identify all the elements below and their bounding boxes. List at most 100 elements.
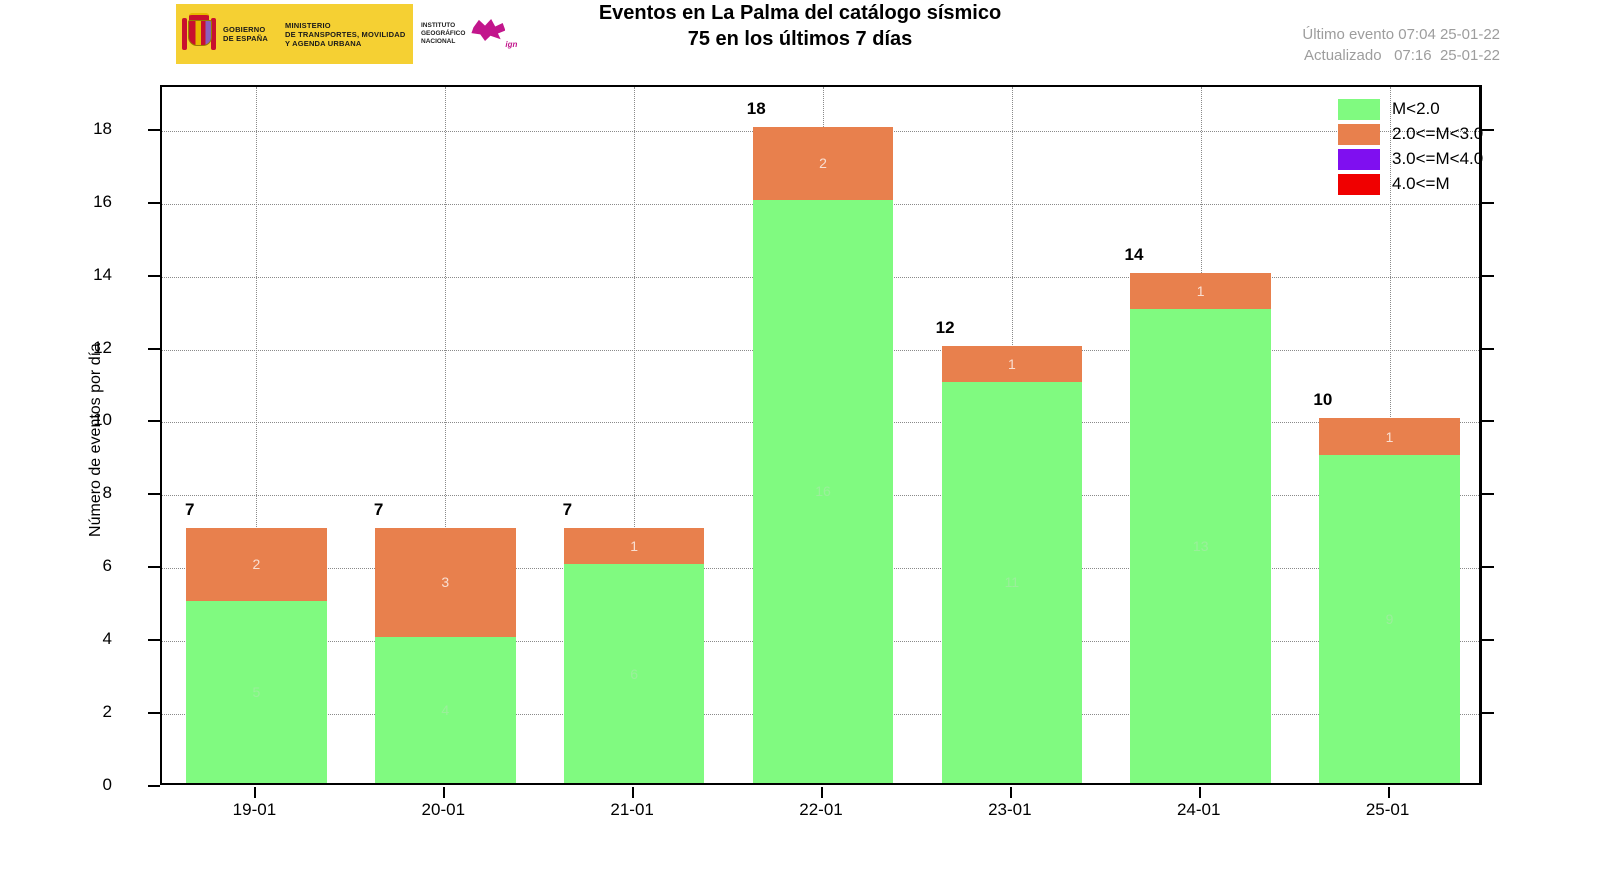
y-axis-tick-label: 12 — [93, 337, 112, 357]
bar-segment-M<2.0[interactable]: 5 — [186, 600, 327, 783]
x-axis-tick — [821, 787, 823, 798]
ministerio-line-1: MINISTERIO — [285, 20, 331, 30]
bar-segment-2.0<=M<3.0[interactable]: 2 — [752, 126, 894, 200]
bar-segment-value: 4 — [441, 702, 450, 719]
ministerio-text: MINISTERIO DE TRANSPORTES, MOVILIDAD Y A… — [285, 21, 405, 48]
timestamp-block: Último evento 07:04 25-01-22 Actualizado… — [1302, 24, 1500, 66]
legend-swatch — [1338, 148, 1380, 170]
bar-total-label: 14 — [1124, 244, 1144, 264]
bar-segment-value: 1 — [1385, 428, 1394, 445]
ign-logo-block: INSTITUTO GEOGRÁFICO NACIONAL ign — [413, 4, 522, 64]
bar-22-01[interactable]: 16 2 — [752, 126, 894, 783]
y-axis-label: Número de eventos por día — [87, 343, 104, 537]
x-axis-tick-label: 22-01 — [799, 800, 843, 819]
bar-segment-2.0<=M<3.0[interactable]: 1 — [941, 345, 1083, 382]
y-axis-tick-right — [1482, 128, 1494, 131]
y-axis-tick-label: 4 — [102, 629, 112, 649]
y-axis-tick — [148, 420, 160, 423]
legend-swatch — [1338, 123, 1380, 145]
y-axis-tick-right — [1482, 566, 1494, 569]
y-axis-tick — [148, 712, 160, 715]
bar-segment-value: 2 — [252, 556, 261, 573]
legend-item-3.0<=M<4.0[interactable]: 3.0<=M<4.0 — [1338, 147, 1588, 171]
legend-label: 3.0<=M<4.0 — [1392, 149, 1484, 168]
bar-segment-M<2.0[interactable]: 11 — [941, 381, 1083, 783]
ign-text: INSTITUTO GEOGRÁFICO NACIONAL — [421, 22, 465, 46]
updated-timestamp: Actualizado 07:16 25-01-22 — [1304, 47, 1500, 64]
x-axis-tick-label: 20-01 — [421, 800, 466, 819]
bar-segment-M<2.0[interactable]: 4 — [374, 637, 516, 783]
spain-coat-of-arms-icon — [182, 12, 216, 56]
x-axis-tick — [632, 787, 635, 798]
y-axis-tick-label: 6 — [102, 556, 112, 576]
bar-segment-value: 1 — [1196, 282, 1205, 299]
y-axis-tick-right — [1482, 639, 1494, 642]
y-axis-tick — [148, 639, 160, 642]
legend-swatch — [1338, 98, 1380, 120]
x-axis-tick — [1198, 787, 1201, 798]
bar-segment-value: 2 — [819, 155, 827, 172]
y-axis-tick-right — [1482, 347, 1494, 350]
legend-item-4.0<=M[interactable]: 4.0<=M — [1338, 172, 1588, 196]
x-axis-tick — [1009, 787, 1012, 798]
ministerio-line-3: Y AGENDA URBANA — [285, 38, 362, 48]
bar-segment-value: 3 — [441, 574, 450, 591]
y-axis-tick-label: 0 — [102, 775, 112, 794]
bar-23-01[interactable]: 11 1 — [941, 345, 1083, 783]
gobierno-de-espana-text: GOBIERNO DE ESPAÑA — [223, 25, 268, 43]
ign-wordmark: ign — [505, 40, 518, 49]
bar-segment-M<2.0[interactable]: 9 — [1319, 454, 1460, 783]
y-axis-tick — [148, 785, 160, 787]
bar-segment-value: 11 — [1004, 574, 1020, 591]
last-event-timestamp: Último evento 07:04 25-01-22 — [1302, 26, 1500, 43]
chart-legend: M<2.0 2.0<=M<3.0 3.0<=M<4.0 4.0<=M — [1338, 97, 1588, 197]
institutional-logo-band: GOBIERNO DE ESPAÑA MINISTERIO DE TRANSPO… — [176, 4, 522, 64]
x-axis-tick — [443, 787, 446, 798]
legend-swatch — [1338, 173, 1380, 195]
gobierno-line-2: DE ESPAÑA — [223, 34, 269, 43]
bar-segment-2.0<=M<3.0[interactable]: 3 — [374, 527, 516, 638]
bar-segment-value: 16 — [815, 483, 831, 500]
ign-line-3: NACIONAL — [421, 38, 456, 45]
bar-segment-2.0<=M<3.0[interactable]: 2 — [186, 527, 327, 601]
bar-segment-2.0<=M<3.0[interactable]: 1 — [1319, 418, 1460, 455]
bar-segment-M<2.0[interactable]: 13 — [1130, 309, 1272, 783]
y-axis-tick-right — [1482, 493, 1494, 496]
bar-segment-2.0<=M<3.0[interactable]: 1 — [563, 527, 705, 565]
bar-total-label: 7 — [184, 499, 195, 519]
bar-segment-value: 13 — [1192, 538, 1209, 555]
x-axis-tick-label: 21-01 — [610, 800, 654, 819]
gobierno-ministerio-block: GOBIERNO DE ESPAÑA MINISTERIO DE TRANSPO… — [176, 4, 413, 64]
y-axis-tick-label: 2 — [102, 702, 112, 722]
gobierno-line-1: GOBIERNO — [223, 25, 266, 34]
legend-item-M<2.0[interactable]: M<2.0 — [1338, 97, 1588, 121]
y-axis-tick-right — [1482, 201, 1494, 204]
ign-line-1: INSTITUTO — [421, 22, 456, 29]
ministerio-line-2: DE TRANSPORTES, MOVILIDAD — [285, 29, 406, 39]
bar-segment-value: 1 — [630, 538, 639, 555]
y-axis-tick-label: 14 — [93, 264, 112, 284]
x-axis-tick-label: 19-01 — [232, 800, 277, 819]
chart-subtitle: 75 en los últimos 7 días — [687, 28, 913, 50]
bar-segment-2.0<=M<3.0[interactable]: 1 — [1130, 272, 1272, 310]
bar-segment-M<2.0[interactable]: 16 — [752, 199, 894, 783]
bar-total-label: 12 — [935, 317, 955, 337]
x-axis-tick-label: 24-01 — [1176, 800, 1221, 819]
bar-segment-M<2.0[interactable]: 6 — [563, 564, 705, 783]
legend-label: 2.0<=M<3.0 — [1392, 124, 1484, 143]
y-axis-tick-label: 18 — [93, 118, 112, 138]
chart-plot-area: 5 2 4 3 6 1 16 2 11 1 13 1 9 1 — [160, 85, 1482, 785]
bar-24-01[interactable]: 13 1 — [1130, 272, 1272, 783]
y-axis-tick-label: 8 — [102, 483, 112, 503]
x-axis-tick — [1387, 787, 1390, 798]
y-axis-tick-right — [1482, 274, 1494, 277]
y-axis-tick — [148, 128, 160, 131]
chart-bars-layer: 5 2 4 3 6 1 16 2 11 1 13 1 9 1 — [162, 87, 1479, 783]
legend-item-2.0<=M<3.0[interactable]: 2.0<=M<3.0 — [1338, 122, 1588, 146]
y-axis-tick — [148, 201, 160, 204]
ign-logo-icon: ign — [471, 19, 517, 49]
